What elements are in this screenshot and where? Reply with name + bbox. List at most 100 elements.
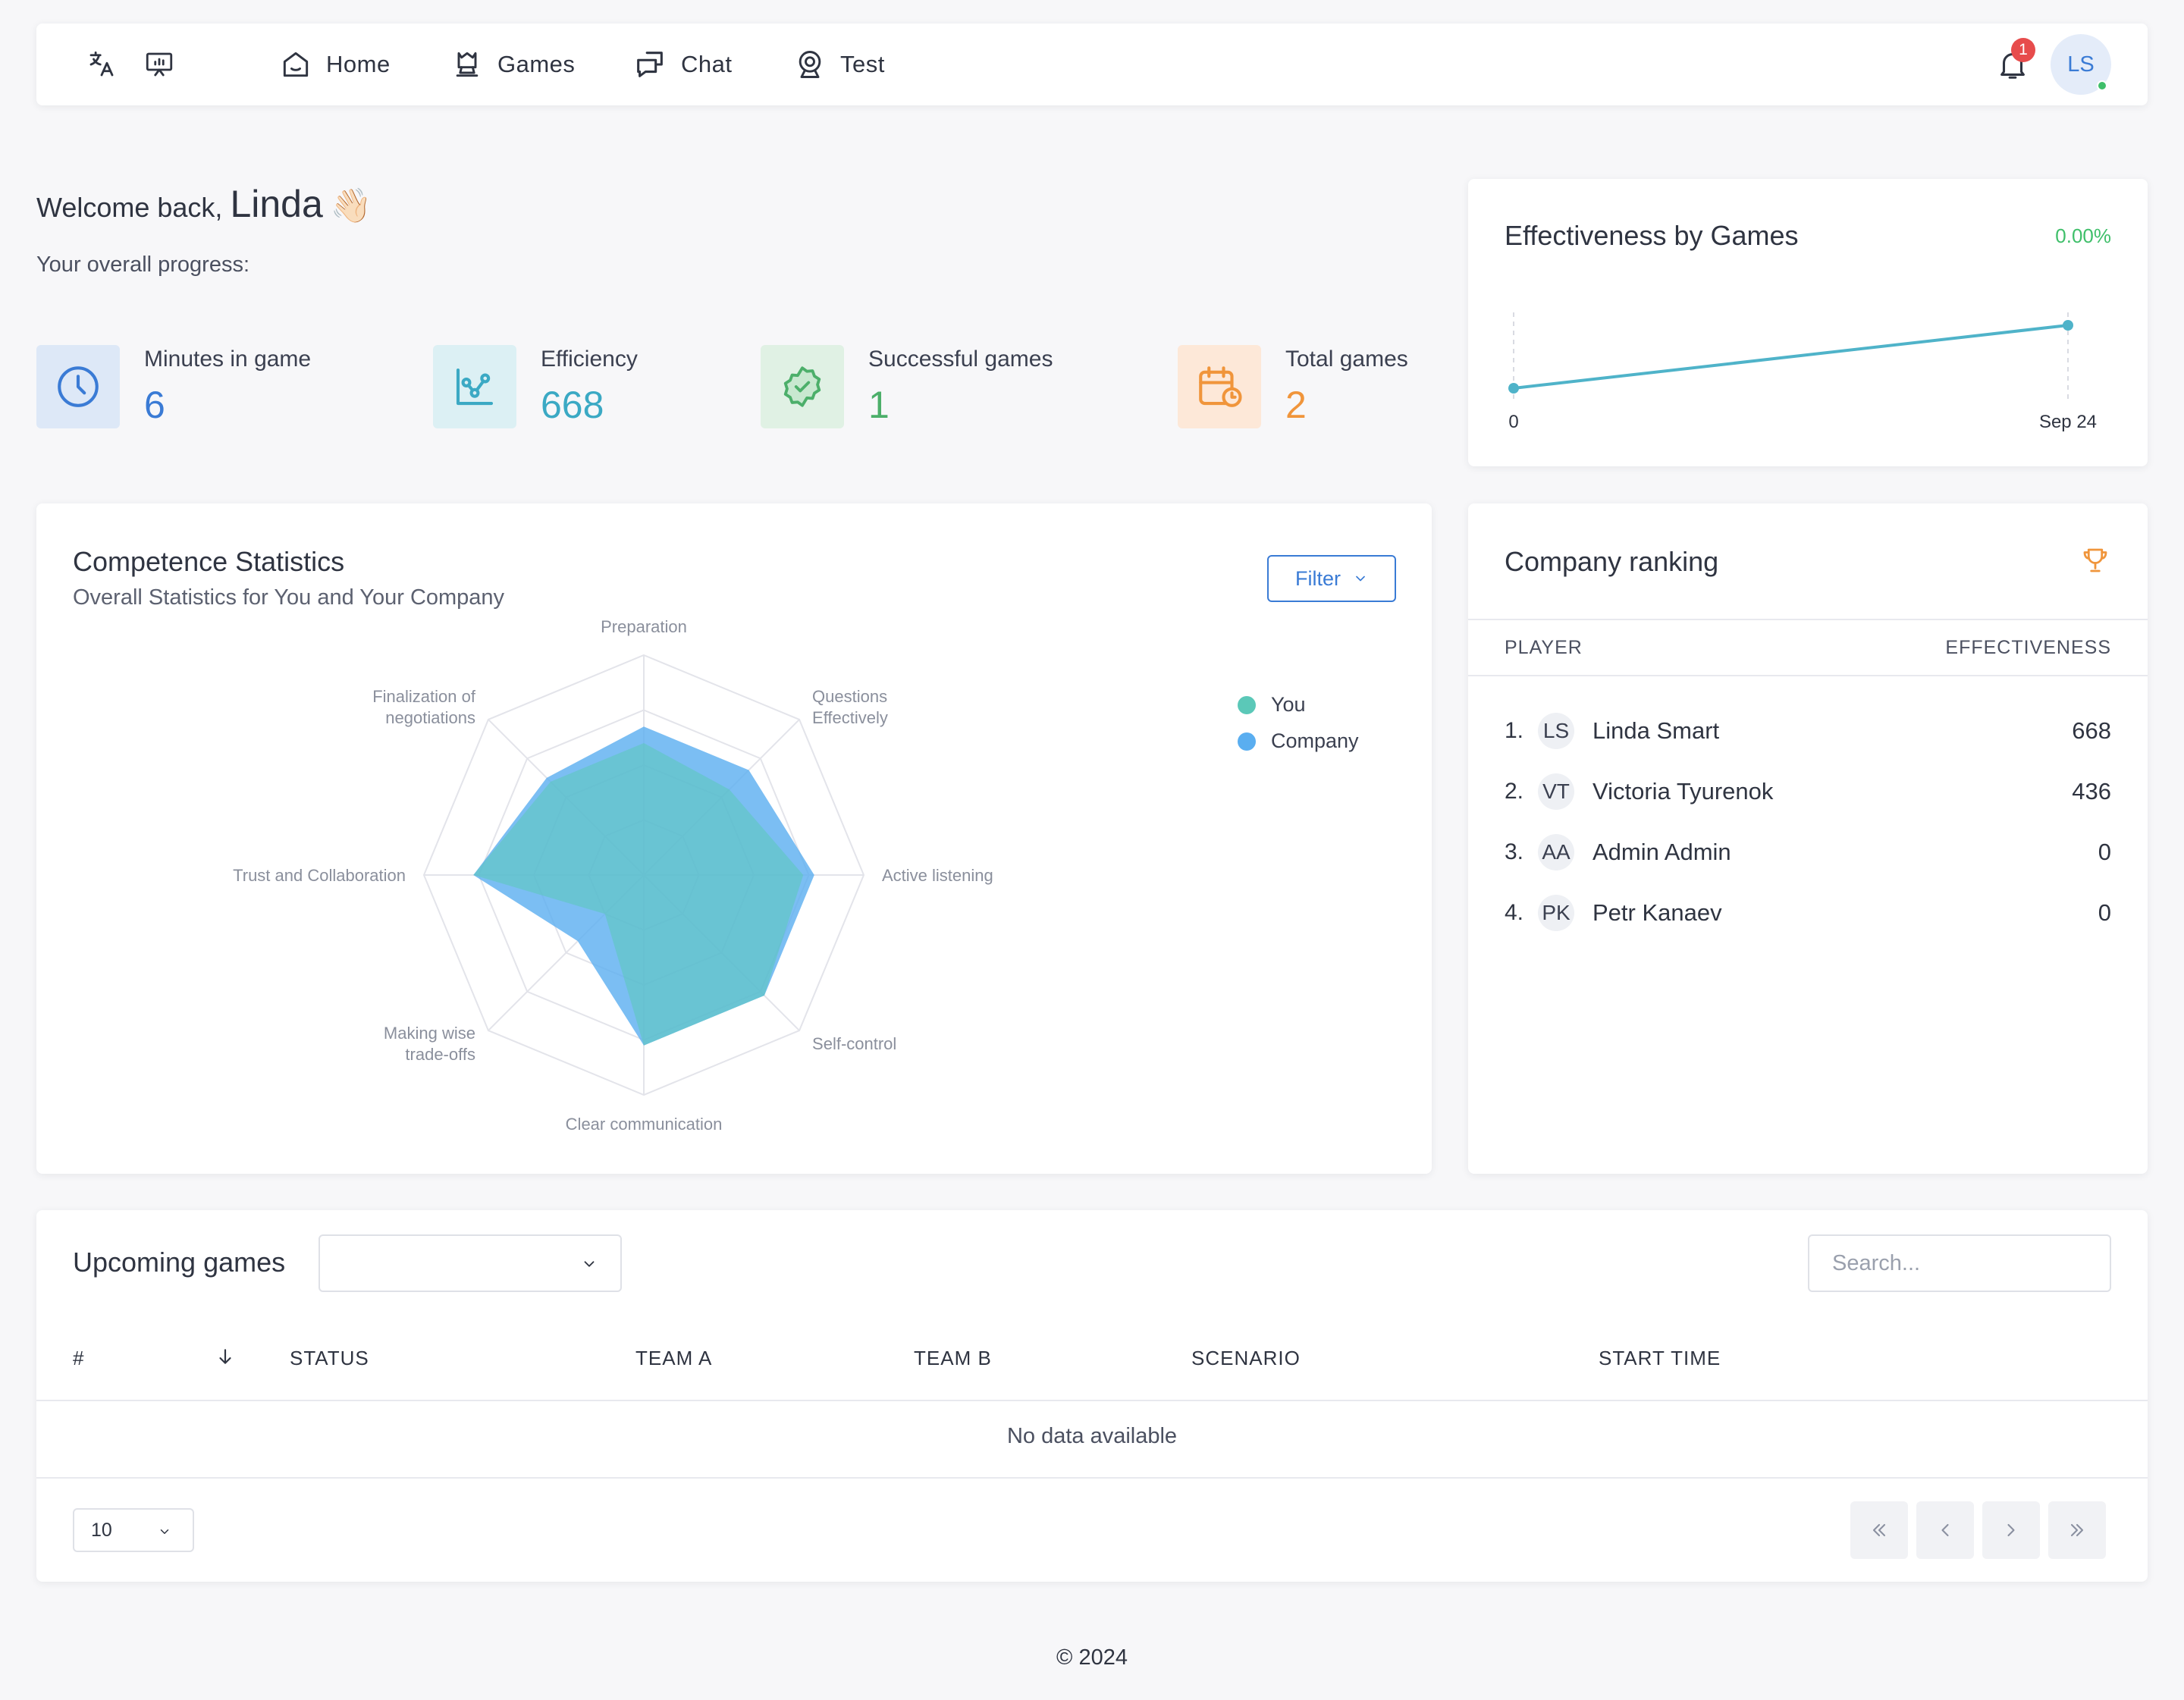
player-effectiveness: 0 (2098, 839, 2111, 865)
company-ranking-card: Company ranking PLAYER EFFECTIVENESS 1. … (1468, 503, 2148, 1174)
radar-axis-label: Clear communication (566, 1115, 723, 1134)
ranking-row[interactable]: 4. PK Petr Kanaev 0 (1505, 892, 2111, 934)
divider (36, 1400, 2148, 1401)
stat-value: 1 (868, 384, 890, 426)
clock-icon (36, 345, 120, 428)
player-effectiveness: 668 (2072, 717, 2111, 744)
nav-chat[interactable]: Chat (632, 42, 732, 87)
player-effectiveness: 436 (2072, 778, 2111, 805)
chart-nodes-icon (433, 345, 516, 428)
empty-table-message: No data available (1006, 1424, 1178, 1448)
nav-chat-label: Chat (681, 51, 733, 77)
ranking-row[interactable]: 3. AA Admin Admin 0 (1505, 831, 2111, 874)
radar-axis-label: Questions Effectively (812, 687, 888, 727)
welcome-prefix: Welcome back, (36, 192, 223, 223)
chevron-left-icon (1941, 1523, 1949, 1537)
radar-axis-label: Self-control (812, 1034, 896, 1053)
filter-label: Filter (1295, 566, 1341, 590)
stat-total-games: Total games 2 (1178, 345, 1408, 428)
player-avatar: PK (1538, 895, 1574, 931)
radar-axis-label: Preparation (601, 617, 687, 636)
chevron-down-icon (160, 1529, 169, 1534)
nav-test-label: Test (840, 51, 885, 77)
sort-arrow-down-icon[interactable] (215, 1345, 235, 1373)
trophy-icon (2079, 544, 2111, 580)
legend-label: Company (1271, 729, 1359, 752)
effectiveness-title: Effectiveness by Games (1505, 220, 1799, 251)
radar-axis-label: Finalization of negotiations (372, 687, 476, 727)
nav-home-label: Home (326, 51, 391, 77)
ranking-row[interactable]: 2. VT Victoria Tyurenok 436 (1505, 770, 2111, 813)
next-page-button[interactable] (1982, 1501, 2040, 1559)
stat-minutes: Minutes in game 6 (36, 345, 311, 428)
presentation-icon[interactable] (141, 46, 177, 83)
ranking-row[interactable]: 1. LS Linda Smart 668 (1505, 710, 2111, 752)
col-header-start-time[interactable]: START TIME (1599, 1347, 1721, 1369)
double-chevron-left-icon (1872, 1523, 1886, 1537)
col-header-team-b[interactable]: TEAM B (914, 1347, 992, 1369)
rank-number: 4. (1505, 900, 1524, 925)
stat-label: Total games (1285, 347, 1408, 372)
col-header-index[interactable]: # (73, 1347, 85, 1369)
page-size-select[interactable]: 10 (73, 1508, 194, 1552)
filter-button[interactable]: Filter (1267, 555, 1396, 602)
nav-test[interactable]: Test (793, 42, 885, 87)
prev-page-button[interactable] (1916, 1501, 1974, 1559)
search-input[interactable] (1808, 1234, 2111, 1292)
online-status-dot (2097, 80, 2107, 91)
home-icon (283, 52, 309, 77)
chart-x-tick-label: Sep 24 (2039, 412, 2097, 432)
upcoming-games-card: Upcoming games # STATUS TEAM A TEAM B SC… (36, 1210, 2148, 1582)
welcome-name: Linda (230, 183, 323, 225)
chart-x-tick-label: 0 (1508, 412, 1518, 432)
stat-label: Minutes in game (144, 347, 312, 372)
player-name: Petr Kanaev (1592, 899, 1722, 926)
chevron-right-icon (2007, 1523, 2015, 1537)
translate-icon[interactable] (83, 46, 120, 83)
chart-series-line (1513, 324, 2069, 390)
divider (36, 1477, 2148, 1479)
legend-dot (1238, 732, 1256, 751)
effectiveness-change: 0.00% (2055, 224, 2111, 247)
effectiveness-line-chart: 0 Sep 24 (1508, 312, 2097, 432)
upcoming-games-title: Upcoming games (73, 1247, 286, 1278)
nav-games-label: Games (497, 51, 576, 77)
legend-company[interactable]: Company (1238, 729, 1359, 753)
first-page-button[interactable] (1850, 1501, 1908, 1559)
player-name: Admin Admin (1592, 839, 1731, 865)
radar-series-you[interactable] (473, 743, 804, 1046)
stat-value: 668 (541, 384, 604, 426)
player-name: Victoria Tyurenok (1592, 778, 1774, 805)
col-header-team-a[interactable]: TEAM A (635, 1347, 713, 1369)
effectiveness-card: Effectiveness by Games 0.00% 0 Sep 24 (1468, 179, 2148, 466)
col-header-effectiveness: EFFECTIVENESS (1945, 637, 2111, 658)
stat-label: Efficiency (541, 347, 638, 372)
col-header-status[interactable]: STATUS (290, 1347, 369, 1369)
welcome-heading: Welcome back, Linda 👋🏻 (36, 182, 372, 226)
col-header-scenario[interactable]: SCENARIO (1191, 1347, 1301, 1369)
legend-you[interactable]: You (1238, 693, 1306, 717)
player-avatar: AA (1538, 834, 1574, 870)
player-name: Linda Smart (1592, 717, 1720, 744)
games-filter-select[interactable] (318, 1234, 622, 1292)
stat-label: Successful games (868, 347, 1053, 372)
ranking-title: Company ranking (1505, 546, 1719, 577)
radar-axis-label: Active listening (882, 866, 993, 885)
player-avatar: LS (1538, 713, 1574, 749)
last-page-button[interactable] (2048, 1501, 2106, 1559)
chevron-down-icon (584, 1261, 595, 1267)
competence-radar-chart: Preparation Questions Effectively Active li… (233, 617, 993, 1134)
rank-number: 2. (1505, 779, 1524, 804)
nav-games[interactable]: Games (450, 42, 575, 87)
nav-home[interactable]: Home (279, 42, 391, 87)
chart-point[interactable] (1508, 383, 1519, 394)
divider (1468, 675, 2148, 676)
calendar-clock-icon (1178, 345, 1261, 428)
waving-hand-icon: 👋🏻 (330, 187, 372, 224)
webcam-icon (799, 51, 821, 78)
competence-title: Competence Statistics (73, 546, 345, 577)
chart-point[interactable] (2063, 320, 2073, 331)
notification-badge: 1 (2011, 38, 2035, 62)
rank-number: 3. (1505, 839, 1524, 864)
crown-icon (456, 52, 479, 77)
